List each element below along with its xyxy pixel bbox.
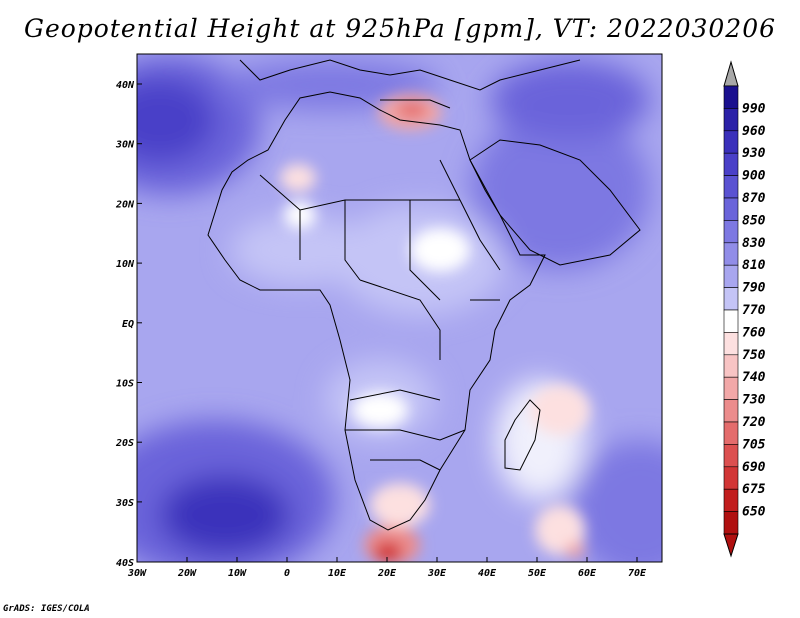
lat-label: 40S (116, 558, 134, 569)
colorbar-swatch (723, 511, 739, 535)
latitude-axis: 40N 30N 20N 10N EQ 10S 20S 30S 40S (115, 80, 142, 569)
lat-label: 20N (115, 199, 135, 210)
colorbar-swatch (723, 376, 739, 400)
lon-label: 10E (328, 568, 347, 579)
lon-label: 30E (427, 568, 447, 579)
colorbar-swatch (723, 152, 739, 176)
colorbar-over-arrow (723, 60, 739, 87)
colorbar-swatch (723, 242, 739, 266)
lon-label: 10W (228, 568, 247, 579)
geopotential-field (137, 54, 662, 562)
lat-label: 30S (115, 498, 134, 509)
colorbar-label: 830 (742, 236, 766, 251)
lon-label: 60E (578, 568, 597, 579)
colorbar-label: 650 (742, 505, 766, 520)
longitude-axis: 30W 20W 10W 0 10E 20E 30E 40E 50E 60E 70E (127, 557, 647, 579)
colorbar-swatch (723, 197, 739, 221)
lon-label: 40E (478, 568, 497, 579)
colorbar-label: 870 (742, 191, 766, 206)
colorbar-label: 705 (742, 437, 766, 452)
colorbar-swatch (723, 444, 739, 468)
colorbar-label: 675 (742, 482, 766, 497)
colorbar-swatch (723, 287, 739, 311)
lon-label: 20W (177, 568, 197, 579)
colorbar-label: 690 (742, 460, 766, 475)
colorbar-label: 990 (742, 101, 766, 116)
grads-credit: GrADS: IGES/COLA (3, 604, 90, 614)
coastlines (207, 59, 641, 531)
colorbar-swatch (723, 332, 739, 356)
colorbar-label: 810 (742, 258, 766, 273)
colorbar-swatch (723, 399, 739, 423)
lon-label: 70E (628, 568, 647, 579)
colorbar-under-arrow (723, 533, 739, 558)
lat-label: EQ (122, 319, 134, 330)
lat-label: 20S (115, 438, 134, 449)
lat-label: 10S (116, 379, 134, 390)
colorbar-label: 720 (742, 415, 766, 430)
colorbar-swatch (723, 108, 739, 132)
colorbar-label: 960 (742, 124, 766, 139)
colorbar-swatch (723, 488, 739, 512)
colorbar-label: 730 (742, 393, 766, 408)
colorbar-swatch (723, 264, 739, 288)
map-title: Geopotential Height at 925hPa [gpm], VT:… (23, 14, 777, 43)
map-frame (136, 53, 663, 563)
colorbar-swatch (723, 175, 739, 199)
colorbar-swatch (723, 130, 739, 154)
colorbar-label: 930 (742, 146, 766, 161)
colorbar-swatch (723, 466, 739, 490)
colorbar-label: 790 (742, 281, 766, 296)
colorbar-swatch (723, 85, 739, 109)
colorbar: 990 960 930 900 870 850 830 810 790 770 760 750 740 7… (723, 60, 766, 558)
colorbar-label: 760 (742, 325, 766, 340)
lon-label: 20E (377, 568, 397, 579)
colorbar-swatch (723, 220, 739, 244)
colorbar-label: 740 (742, 370, 766, 385)
colorbar-label: 770 (742, 303, 766, 318)
colorbar-label: 900 (742, 169, 766, 184)
lon-label: 30W (127, 568, 147, 579)
lat-label: 40N (116, 80, 135, 91)
colorbar-label: 750 (742, 348, 766, 363)
lat-label: 10N (116, 259, 135, 270)
colorbar-swatch (723, 354, 739, 378)
colorbar-label: 850 (742, 213, 766, 228)
colorbar-swatch (723, 421, 739, 445)
lon-label: 50E (528, 568, 547, 579)
lon-label: 0 (284, 568, 290, 579)
colorbar-swatch (723, 309, 739, 333)
lat-label: 30N (115, 140, 135, 151)
